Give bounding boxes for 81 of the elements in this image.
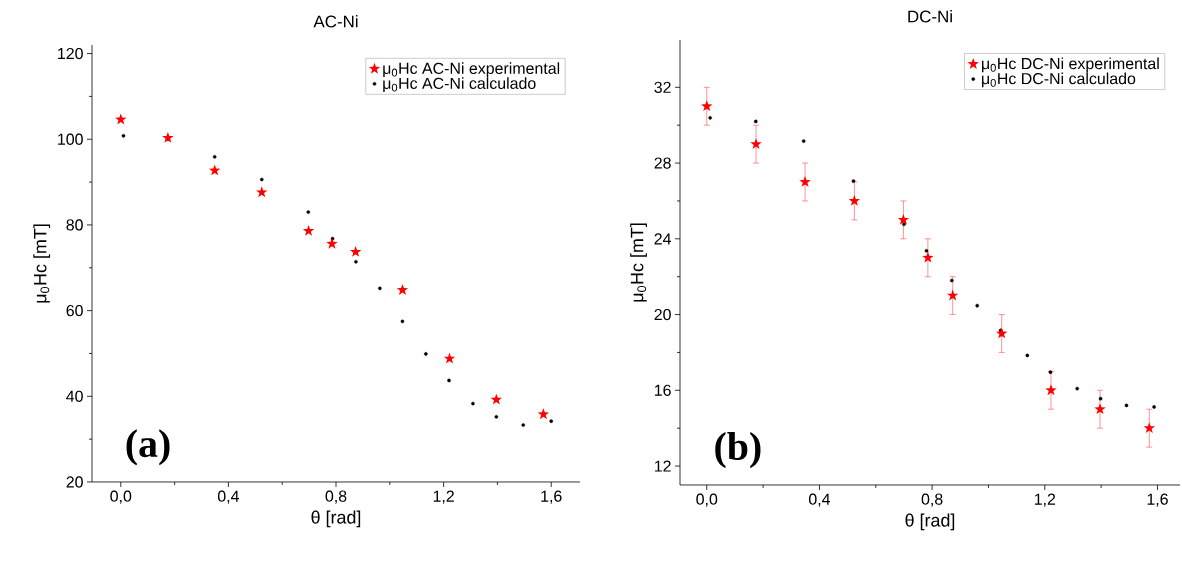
point — [537, 408, 550, 420]
y-tick-label: 80 — [66, 219, 83, 231]
point — [121, 134, 126, 138]
point — [349, 245, 362, 257]
y-tick-label: 16 — [654, 384, 671, 396]
legend-label: μ$_{0}$Hc AC-Ni calculado — [383, 77, 536, 92]
y-tick-label: 20 — [66, 476, 83, 488]
point — [708, 116, 712, 120]
point — [1025, 353, 1030, 358]
point — [946, 289, 959, 301]
y-axis-title: μ$_{0}$Hc [mT] — [630, 223, 647, 302]
point — [549, 419, 554, 423]
point — [447, 378, 451, 383]
point — [701, 100, 713, 112]
chart-title: DC-Ni — [908, 10, 952, 23]
x-tick-label: 0,8 — [921, 493, 943, 507]
point — [1143, 422, 1156, 434]
point — [494, 415, 499, 419]
point — [256, 186, 268, 198]
point — [162, 131, 174, 143]
point — [1045, 384, 1057, 396]
point — [922, 251, 934, 263]
point — [306, 210, 311, 214]
point — [302, 224, 315, 236]
legend-label: μ$_{0}$Hc AC-Ni experimental — [383, 62, 560, 78]
x-tick-label: 0,4 — [217, 490, 240, 504]
legend-label: μ$_{0}$Hc DC-Ni calculado — [982, 72, 1136, 88]
point — [490, 393, 503, 405]
x-tick-label: 1,6 — [1147, 493, 1168, 507]
y-axis-title: μ$_{0}$Hc [mT] — [33, 224, 51, 303]
point — [208, 164, 221, 176]
point — [521, 423, 526, 427]
x-tick-label: 1,2 — [433, 490, 454, 504]
point — [259, 177, 264, 182]
annotation: (a) — [126, 429, 170, 466]
x-tick-label: 0,0 — [696, 493, 718, 507]
point — [750, 138, 762, 149]
point — [975, 303, 979, 308]
chart-title: AC-Ni — [313, 15, 358, 28]
point — [400, 319, 405, 324]
y-tick-label: 100 — [58, 133, 83, 145]
point — [354, 259, 358, 264]
point — [924, 248, 929, 253]
y-tick-label: 60 — [66, 304, 83, 317]
point — [212, 155, 217, 159]
point — [950, 278, 954, 283]
point — [897, 213, 910, 225]
point — [848, 194, 861, 206]
x-axis-title: θ [rad] — [905, 513, 955, 531]
x-tick-label: 1,6 — [541, 490, 562, 504]
y-tick-label: 28 — [654, 157, 671, 169]
point — [996, 327, 1008, 339]
y-tick-label: 20 — [654, 308, 671, 321]
legend-label: μ$_{0}$Hc DC-Ni experimental — [982, 57, 1159, 73]
point — [799, 176, 811, 187]
point — [801, 139, 806, 143]
point — [902, 222, 906, 227]
x-tick-label: 0,8 — [325, 490, 347, 504]
x-tick-label: 0,4 — [808, 493, 831, 507]
y-tick-label: 32 — [654, 81, 671, 93]
point — [326, 237, 338, 249]
point — [1152, 405, 1156, 409]
y-tick-label: 24 — [654, 233, 672, 245]
y-tick-label: 40 — [66, 390, 83, 402]
x-axis-title: θ [rad] — [311, 510, 361, 528]
point — [378, 286, 382, 291]
x-tick-label: 1,2 — [1034, 493, 1056, 507]
point — [471, 401, 475, 406]
point — [443, 352, 456, 364]
y-tick-label: 120 — [58, 47, 83, 60]
point — [424, 352, 428, 356]
point — [1094, 403, 1106, 415]
point — [1075, 386, 1079, 391]
point — [1124, 403, 1129, 408]
point — [1098, 396, 1103, 401]
annotation: (b) — [715, 431, 761, 469]
point — [396, 284, 409, 295]
x-tick-label: 0,0 — [110, 490, 132, 504]
point — [753, 119, 758, 124]
point — [115, 113, 127, 125]
y-tick-label: 12 — [654, 460, 671, 472]
